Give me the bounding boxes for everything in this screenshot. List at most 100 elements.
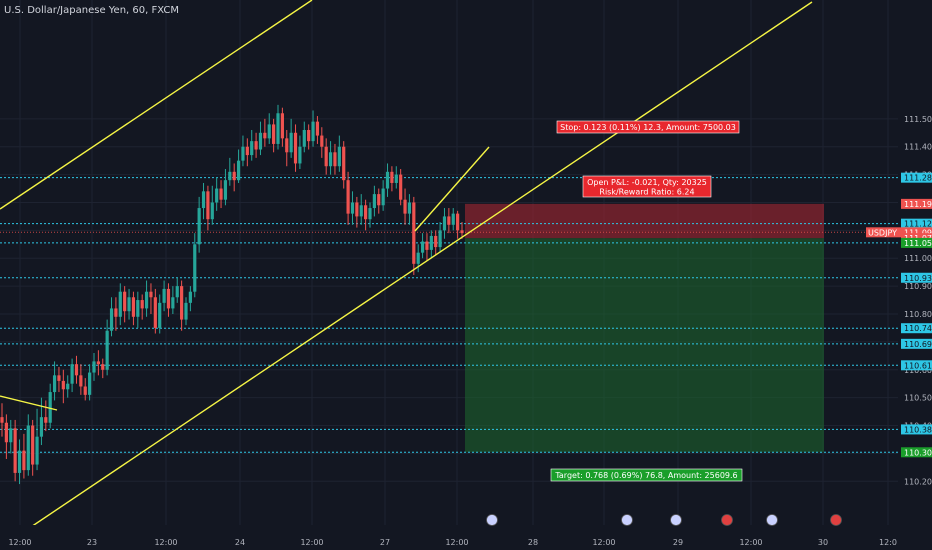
price-tick-label: 111.000: [904, 254, 932, 263]
pnl-label-text: Open P&L: -0.021, Qty: 20325: [587, 178, 707, 187]
candle-body: [258, 132, 263, 150]
candlestick-series: [0, 104, 464, 485]
time-tick-label: 12:00: [300, 538, 323, 547]
candle-body: [324, 146, 328, 167]
price-tag-label: 111.124: [904, 220, 932, 229]
candle-body: [236, 160, 241, 181]
price-tag-label: 110.386: [904, 425, 932, 434]
trendline: [0, 395, 58, 411]
stop-label-text: Stop: 0.123 (0.11%) 12.3, Amount: 7500.0…: [560, 123, 736, 132]
candle-body: [385, 171, 390, 189]
event-flag-icon[interactable]: [721, 514, 733, 526]
candle-body: [311, 121, 315, 142]
event-flag-icon[interactable]: [766, 514, 778, 526]
candle-body: [114, 308, 118, 317]
candle-body: [52, 375, 57, 393]
candle-body: [162, 288, 166, 303]
candle-body: [175, 286, 179, 298]
time-axis[interactable]: 12:00 23 12:00 24 12:00 27 12:00 28 12:00 29 12:00…: [0, 525, 932, 550]
event-flag-icon[interactable]: [621, 514, 633, 526]
stop-label-box: [556, 120, 740, 134]
candle-body: [293, 132, 298, 164]
candle-body: [407, 202, 412, 214]
candle-body: [420, 241, 425, 253]
time-axis-background: [0, 525, 932, 550]
candle-body: [31, 425, 35, 465]
target-label-text: Target: 0.768 (0.69%) 76.8, Amount: 2560…: [554, 471, 737, 480]
candle-body: [399, 174, 403, 200]
price-tick-label: 111.400: [904, 143, 932, 152]
price-tag: [901, 338, 932, 349]
event-flag-icon[interactable]: [486, 514, 498, 526]
time-tick-label: 27: [380, 538, 390, 547]
candle-body: [320, 135, 324, 147]
time-tick-label: 12:00: [592, 538, 615, 547]
candle-body: [92, 361, 96, 373]
event-flag-icon[interactable]: [830, 514, 842, 526]
candle-body: [302, 129, 306, 147]
price-tick-label: 110.800: [904, 310, 932, 319]
price-tag-label: 110.693: [904, 340, 932, 349]
price-tag-label: 110.749: [904, 324, 932, 333]
time-tick-label: 30: [818, 538, 828, 547]
trendlines: [0, 0, 813, 534]
candle-body: [22, 450, 26, 471]
candle-body: [377, 194, 381, 206]
candle-body: [416, 252, 420, 264]
time-tick-label: 12:00: [8, 538, 31, 547]
event-flag-icon[interactable]: [670, 514, 682, 526]
time-tick-label: 29: [673, 538, 683, 547]
candle-body: [215, 188, 219, 203]
price-tag-label: 110.616: [904, 361, 932, 370]
price-tag: [901, 172, 932, 183]
position-labels: Stop: 0.123 (0.11%) 12.3, Amount: 7500.0…: [550, 120, 743, 482]
target-label-box: [550, 468, 743, 482]
candle-body: [101, 364, 105, 370]
candle-body: [328, 152, 333, 167]
price-tag-label: 111.093: [904, 228, 932, 237]
price-axis[interactable]: 111.500111.400111.300111.200111.100111.0…: [866, 0, 932, 550]
event-markers[interactable]: [486, 514, 842, 526]
candle-body: [372, 194, 376, 209]
candle-body: [48, 392, 52, 423]
pnl-label-box: [582, 175, 712, 198]
candle-body: [355, 202, 359, 217]
candle-body: [70, 364, 74, 384]
price-tick-label: 110.500: [904, 394, 932, 403]
time-tick-label: 24: [235, 538, 245, 547]
candle-body: [180, 286, 184, 320]
candle-body: [158, 302, 162, 328]
candle-body: [44, 417, 48, 423]
price-tag-label: 110.304: [904, 448, 932, 457]
candle-body: [390, 171, 394, 183]
candle-body: [88, 372, 92, 395]
time-tick-label: 12:00: [739, 538, 762, 547]
target-label: Target: 0.768 (0.69%) 76.8, Amount: 2560…: [550, 468, 743, 482]
candle-body: [131, 297, 136, 317]
symbol-tag-label: USDJPY: [868, 228, 897, 237]
candle-body: [144, 291, 149, 309]
candle-body: [105, 330, 109, 370]
candle-body: [333, 152, 337, 167]
candle-body: [359, 205, 363, 217]
candle-body: [228, 171, 232, 181]
time-tick-label: 12:0: [879, 538, 897, 547]
price-tick-label: 110.200: [904, 477, 932, 486]
trendline: [414, 146, 490, 232]
candle-body: [79, 375, 83, 387]
candle-body: [315, 121, 320, 136]
candle-body: [9, 428, 13, 443]
horizontal-levels: [0, 177, 898, 453]
candle-body: [118, 291, 122, 317]
candle-body: [171, 297, 175, 309]
price-tag: [901, 360, 932, 371]
candle-body: [232, 171, 236, 181]
candle-body: [35, 436, 39, 465]
candle-body: [197, 208, 201, 245]
candle-body: [425, 241, 429, 250]
price-tag: [901, 198, 932, 209]
candle-body: [434, 235, 438, 248]
candle-body: [346, 180, 350, 214]
candle-body: [403, 199, 407, 214]
